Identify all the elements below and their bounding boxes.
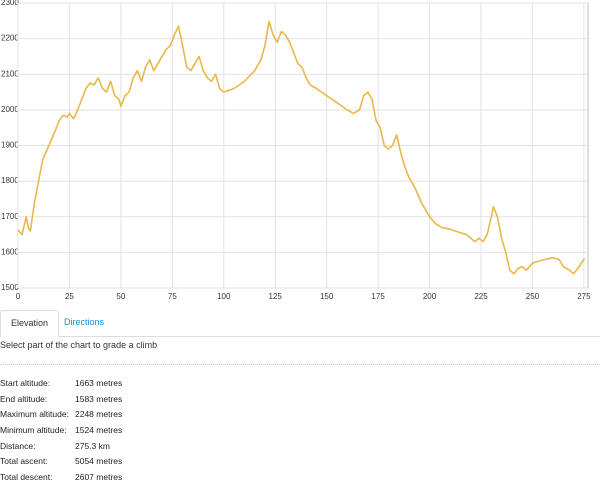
tab[interactable]: Directions — [64, 317, 105, 327]
y-tick-label: 2200 — [1, 34, 19, 43]
stat-row: Minimum altitude: 1524 metres — [0, 423, 122, 439]
stat-row: Distance: 275.3 km — [0, 439, 122, 455]
x-tick-label: 0 — [16, 292, 21, 301]
x-tick-label: 25 — [65, 292, 74, 301]
stat-value: 2607 metres — [75, 472, 123, 483]
stat-label: Total ascent: — [0, 456, 48, 467]
tab[interactable]: Elevation — [0, 310, 60, 337]
x-tick-label: 250 — [526, 292, 540, 301]
stat-value: 275.3 km — [75, 440, 110, 451]
stat-label: Total descent: — [0, 472, 53, 483]
y-tick-label: 2300 — [1, 0, 19, 7]
x-tick-label: 200 — [423, 292, 437, 301]
stat-label: Distance: — [0, 440, 36, 451]
stat-value: 1524 metres — [75, 425, 123, 436]
separator — [0, 364, 600, 365]
stat-label: Start altitude: — [0, 378, 51, 388]
elevation-chart[interactable]: 1500 1600 1700 1800 1900 2000 2100 2200 2300 0 25 5… — [0, 0, 600, 305]
x-tick-label: 50 — [116, 292, 125, 301]
y-tick-label: 1700 — [1, 212, 19, 221]
stat-label: Maximum altitude: — [0, 409, 69, 420]
stat-row: Maximum altitude: 2248 metres — [0, 407, 122, 423]
stat-value: 5054 metres — [75, 456, 123, 467]
y-tick-label: 1600 — [1, 247, 19, 256]
tab-bar: Elevation Directions — [0, 310, 600, 337]
elevation-line — [17, 20, 586, 275]
stat-row: Start altitude: 1663 metres — [0, 376, 122, 392]
x-tick-label: 125 — [269, 292, 283, 301]
stat-row: Total ascent: 5054 metres — [0, 454, 122, 470]
y-tick-label: 1900 — [1, 141, 19, 150]
x-tick-label: 75 — [168, 292, 177, 301]
y-tick-label: 2100 — [1, 69, 19, 78]
stat-label: Minimum altitude: — [0, 425, 67, 436]
stat-value: 1583 metres — [75, 393, 123, 404]
stat-value: 1663 metres — [75, 378, 123, 388]
y-tick-label: 2000 — [1, 105, 19, 114]
stats: Start altitude: 1663 metres End altitude: 1… — [0, 376, 122, 486]
stat-value: 2248 metres — [75, 409, 123, 420]
stat-row: Total descent: 2607 metres — [0, 470, 122, 486]
stat-label: End altitude: — [0, 393, 48, 404]
y-tick-label: 1800 — [1, 176, 19, 185]
x-tick-label: 150 — [320, 292, 334, 301]
x-tick-label: 275 — [577, 292, 591, 301]
y-tick-label: 1500 — [1, 283, 19, 292]
stat-row: End altitude: 1583 metres — [0, 392, 122, 408]
x-tick-label: 225 — [474, 292, 488, 301]
instruction: Select part of the chart to grade a clim… — [0, 340, 158, 350]
x-tick-label: 175 — [371, 292, 385, 301]
x-tick-label: 100 — [217, 292, 231, 301]
